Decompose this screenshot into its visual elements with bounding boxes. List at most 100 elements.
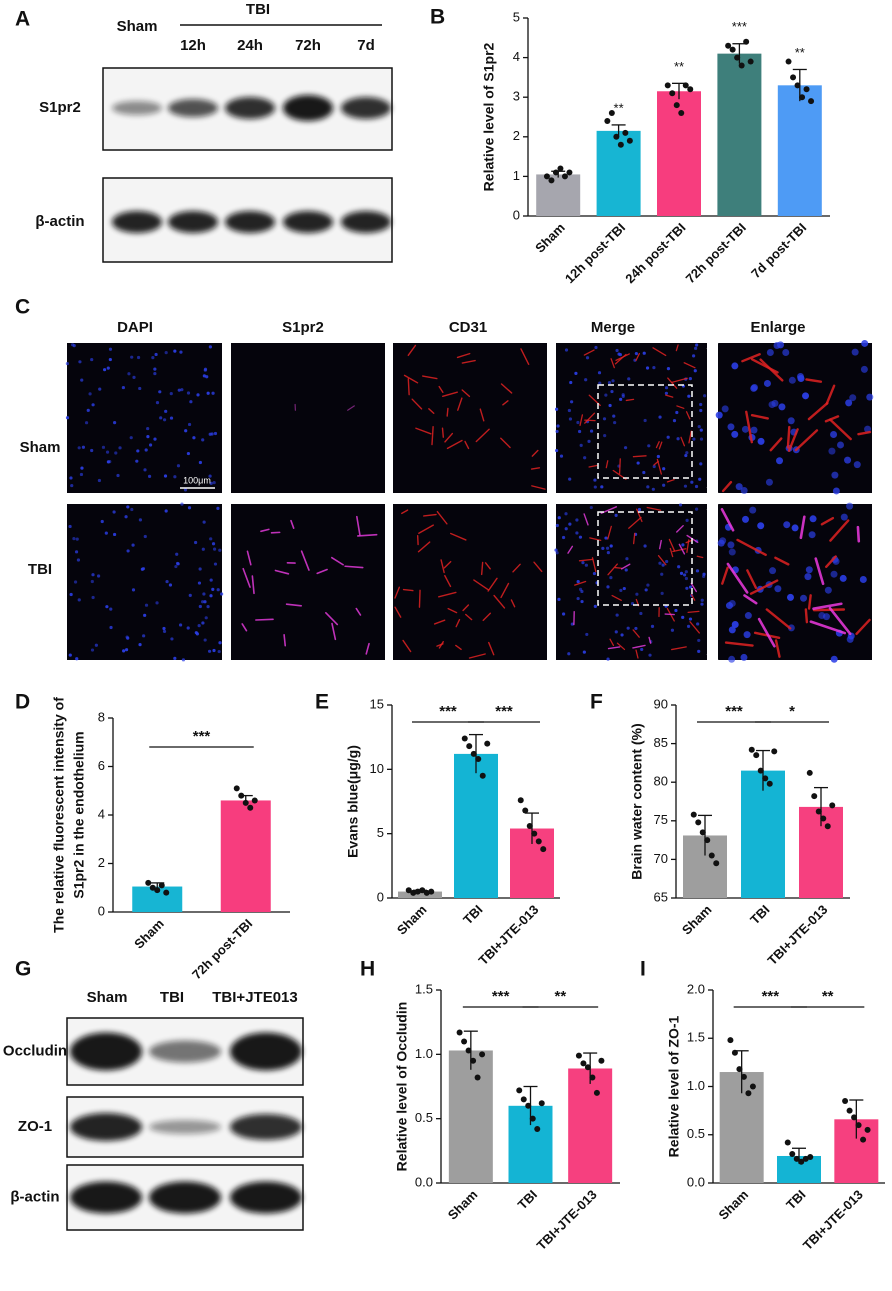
nucleus — [601, 546, 605, 550]
nucleus — [213, 431, 218, 436]
y-tick-label: 0.5 — [415, 1110, 433, 1125]
nucleus — [130, 507, 134, 512]
micrograph — [65, 343, 222, 493]
nucleus — [743, 631, 751, 639]
nucleus — [570, 622, 574, 626]
micrograph-bg — [718, 343, 872, 493]
vessel — [255, 618, 274, 621]
nucleus — [719, 537, 727, 545]
vessel — [646, 506, 662, 511]
data-point — [673, 102, 680, 109]
nucleus — [744, 612, 752, 620]
vessel — [455, 644, 462, 651]
nucleus — [170, 637, 174, 641]
y-axis-label: Brain water content (%) — [629, 723, 645, 879]
nucleus — [138, 518, 143, 522]
nucleus — [797, 374, 805, 382]
vessel — [668, 538, 676, 552]
nucleus — [81, 445, 86, 449]
micrograph-bg — [231, 343, 385, 493]
nucleus — [643, 418, 647, 423]
nucleus — [578, 587, 583, 591]
nucleus — [694, 346, 698, 350]
nucleus — [202, 592, 206, 596]
vessel — [394, 586, 401, 599]
nucleus — [694, 507, 699, 511]
nucleus — [554, 548, 558, 552]
nucleus — [129, 436, 133, 440]
data-point — [158, 882, 165, 889]
nucleus — [198, 604, 202, 609]
vessel — [809, 620, 847, 635]
nucleus — [153, 371, 157, 376]
data-point — [580, 1060, 587, 1067]
vessel — [402, 639, 412, 653]
nucleus — [697, 638, 701, 643]
nucleus — [197, 581, 202, 585]
nucleus — [114, 451, 118, 455]
vessel — [607, 525, 612, 540]
data-point — [811, 793, 818, 800]
y-tick-label: 5 — [513, 9, 520, 24]
nucleus — [69, 476, 73, 480]
vessel — [799, 515, 806, 540]
nucleus — [575, 531, 579, 535]
vessel — [652, 347, 667, 357]
nucleus — [763, 379, 771, 387]
nucleus — [727, 541, 735, 549]
vessel — [411, 398, 423, 410]
vessel — [807, 401, 829, 421]
vessel — [394, 606, 402, 618]
vessel — [444, 574, 452, 588]
nucleus — [169, 392, 173, 396]
nucleus — [697, 425, 701, 429]
significance-label: ** — [674, 59, 684, 74]
nucleus — [582, 650, 586, 654]
vessel — [635, 352, 641, 362]
data-point — [789, 1151, 796, 1158]
nucleus — [208, 345, 212, 349]
vessel — [251, 575, 255, 595]
vessel — [440, 559, 445, 574]
zoom-box — [597, 511, 693, 606]
data-point — [461, 1038, 468, 1045]
vessel — [636, 508, 643, 523]
bar — [448, 1050, 493, 1183]
nucleus — [757, 437, 765, 445]
x-tick-label: TBI — [783, 1187, 808, 1212]
nucleus — [144, 448, 148, 452]
nucleus — [168, 583, 173, 587]
nucleus — [593, 478, 597, 482]
nucleus — [176, 562, 180, 566]
vessel — [658, 441, 663, 450]
nucleus — [188, 593, 192, 597]
nucleus — [198, 460, 203, 465]
micrograph — [393, 504, 547, 660]
data-point — [517, 797, 524, 804]
data-point — [247, 804, 254, 811]
x-tick-label: TBI — [747, 902, 772, 927]
nucleus — [703, 394, 707, 398]
nucleus — [800, 594, 808, 602]
nucleus — [74, 550, 79, 554]
blot-band — [341, 211, 391, 233]
bar — [454, 753, 498, 898]
micrograph — [231, 504, 385, 660]
nucleus — [684, 570, 688, 574]
data-point — [794, 82, 801, 89]
vessel — [675, 344, 679, 352]
nucleus — [555, 551, 559, 555]
bar — [777, 85, 822, 216]
nucleus — [593, 604, 597, 608]
data-point — [561, 173, 568, 180]
vessel — [765, 608, 792, 630]
micrograph-bg — [393, 504, 547, 660]
blot-band — [70, 1032, 142, 1071]
vessel — [436, 643, 444, 647]
nucleus — [90, 448, 94, 453]
data-point — [743, 38, 750, 45]
data-point — [815, 808, 822, 815]
nucleus — [196, 393, 200, 397]
nucleus — [112, 510, 116, 514]
x-tick-label: Sham — [131, 916, 167, 952]
